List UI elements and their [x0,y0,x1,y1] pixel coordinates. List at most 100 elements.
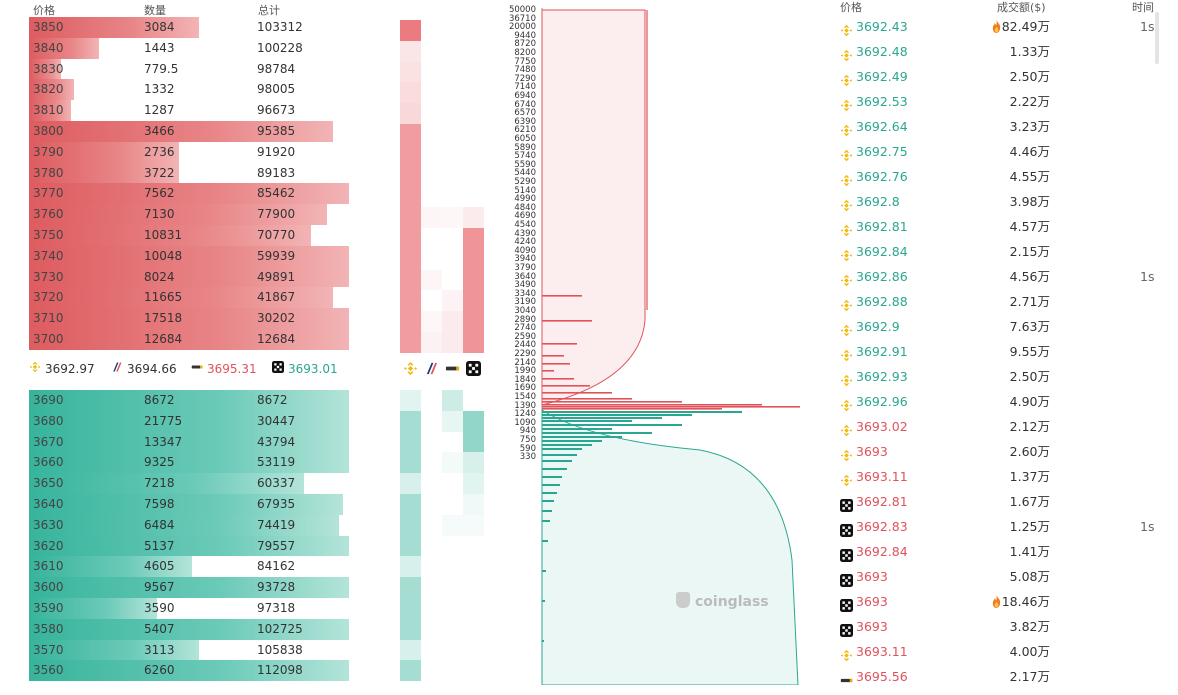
bid-row[interactable]: 3650 7218 60337 [29,473,349,494]
ask-row[interactable]: 3750 10831 70770 [29,224,349,246]
depth-axis-tick: 2140 [514,357,536,368]
trade-amount-value: 9.55万 [1009,344,1050,359]
ask-row[interactable]: 3830 779.5 98784 [29,58,349,80]
ask-price: 3830 [33,61,64,76]
ask-row[interactable]: 3720 11665 41867 [29,287,349,309]
bybit-icon [840,670,853,683]
bid-row[interactable]: 3680 21775 30447 [29,410,349,432]
trade-row[interactable]: 3692.81 1.67万 [840,489,1160,514]
trade-row[interactable]: 3692.75 4.46万 [840,139,1160,164]
trade-row[interactable]: 3693 5.08万 [840,564,1160,589]
bid-price: 3590 [33,600,64,615]
bid-row[interactable]: 3640 7598 67935 [29,493,349,515]
ask-row[interactable]: 3800 3466 95385 [29,120,349,142]
exchange-price-binance: 3692.97 [29,361,95,376]
trade-price: 3692.88 [856,294,908,309]
trade-row[interactable]: 3693.02 2.12万 [840,414,1160,439]
ask-price: 3770 [33,186,64,201]
ask-row[interactable]: 3780 3722 89183 [29,162,349,184]
bid-row[interactable]: 3670 13347 43794 [29,431,349,453]
trade-row[interactable]: 3692.76 4.55万 [840,164,1160,189]
ask-row[interactable]: 3770 7562 85462 [29,183,349,205]
trade-row[interactable]: 3692.84 1.41万 [840,539,1160,564]
bid-depth-bar [542,417,662,419]
ask-row[interactable]: 3850 3084 103312 [29,17,349,38]
bid-row[interactable]: 3590 3590 97318 [29,597,349,619]
bid-row[interactable]: 3580 5407 102725 [29,618,349,640]
trade-row[interactable]: 3692.96 4.90万 [840,389,1160,414]
trade-row[interactable]: 3692.64 3.23万 [840,114,1160,139]
trade-row[interactable]: 3692.81 4.57万 [840,214,1160,239]
heatmap-cell [463,452,484,474]
ask-row[interactable]: 3820 1332 98005 [29,79,349,101]
binance-icon [840,120,853,137]
ask-depth-bar [542,363,570,365]
depth-axis-tick: 1840 [514,374,536,385]
bid-qty: 3113 [144,642,175,657]
bid-depth-bar [542,414,692,416]
ask-row[interactable]: 3730 8024 49891 [29,266,349,288]
bid-row[interactable]: 3560 6260 112098 [29,660,349,682]
trade-price: 3692.53 [856,94,908,109]
ask-row[interactable]: 3760 7130 77900 [29,204,349,225]
ask-row[interactable]: 3840 1443 100228 [29,37,349,59]
bid-depth-bar [542,424,682,426]
heatmap-cell [463,514,484,536]
heatmap-cell [421,269,442,291]
ask-row[interactable]: 3710 17518 30202 [29,308,349,329]
ask-total: 12684 [257,331,296,346]
depth-axis-tick: 5440 [514,168,536,179]
trades-scrollbar[interactable] [1155,12,1159,64]
bid-row[interactable]: 3570 3113 105838 [29,639,349,661]
trade-row[interactable]: 3692.49 2.50万 [840,64,1160,89]
binance-icon [29,361,41,376]
heatmap-cell [442,452,463,474]
trade-row[interactable]: 3692.83 1.25万 1s [840,514,1160,539]
trade-row[interactable]: 3692.43 82.49万 1s [840,14,1160,39]
binance-icon [840,645,853,662]
trade-row[interactable]: 3692.91 9.55万 [840,339,1160,364]
binance-icon [840,345,853,362]
bid-row[interactable]: 3610 4605 84162 [29,556,349,578]
trade-price: 3693.02 [856,419,908,434]
bid-total: 43794 [257,434,296,449]
bid-depth-bar [542,484,560,486]
ask-row[interactable]: 3810 1287 96673 [29,100,349,121]
ask-row[interactable]: 3700 12684 12684 [29,328,349,350]
trade-row[interactable]: 3692.93 2.50万 [840,364,1160,389]
trade-row[interactable]: 3693 18.46万 [840,589,1160,614]
bid-row[interactable]: 3660 9325 53119 [29,452,349,474]
trade-row[interactable]: 3692.48 1.33万 [840,39,1160,64]
ask-row[interactable]: 3790 2736 91920 [29,141,349,163]
bid-depth-bar [542,444,592,446]
trade-row[interactable]: 3693 2.60万 [840,439,1160,464]
trade-row[interactable]: 3692.9 7.63万 [840,314,1160,339]
trade-row[interactable]: 3693 3.82万 [840,614,1160,639]
trade-row[interactable]: 3693.11 4.00万 [840,639,1160,664]
trade-row[interactable]: 3692.88 2.71万 [840,289,1160,314]
trade-row[interactable]: 3692.8 3.98万 [840,189,1160,214]
heatmap-cell [400,577,421,598]
bid-depth-bar [542,476,562,478]
ask-price: 3820 [33,82,64,97]
bid-row[interactable]: 3630 6484 74419 [29,514,349,536]
okx-icon [840,495,853,512]
ask-row[interactable]: 3740 10048 59939 [29,245,349,267]
trade-row[interactable]: 3692.86 4.56万 1s [840,264,1160,289]
trade-amount: 4.00万 [990,639,1050,664]
trade-amount: 2.12万 [990,414,1050,439]
bid-row[interactable]: 3600 9567 93728 [29,577,349,598]
heatmap-cell [463,431,484,453]
trade-row[interactable]: 3693.11 1.37万 [840,464,1160,489]
depth-axis-tick: 6570 [514,108,536,119]
bid-row[interactable]: 3690 8672 8672 [29,390,349,411]
bid-row[interactable]: 3620 5137 79557 [29,535,349,557]
bid-depth-bar [29,410,349,432]
ask-qty: 7562 [144,186,175,201]
total-column-header: 总计 [258,4,280,17]
trade-row[interactable]: 3692.53 2.22万 [840,89,1160,114]
trade-row[interactable]: 3695.56 2.17万 [840,664,1160,689]
ask-qty: 2736 [144,144,175,159]
trade-row[interactable]: 3692.84 2.15万 [840,239,1160,264]
trade-amount: 1.67万 [990,489,1050,514]
